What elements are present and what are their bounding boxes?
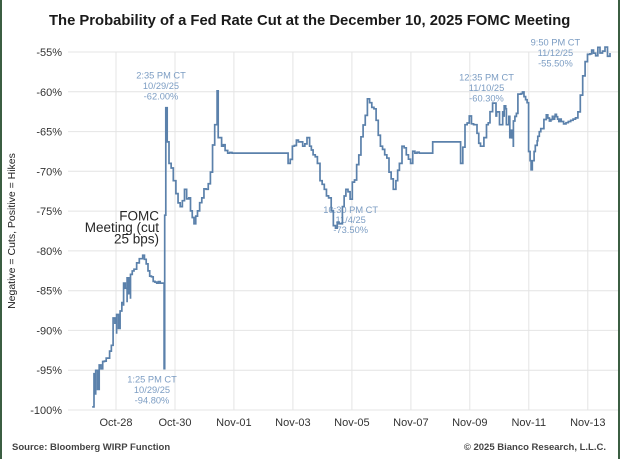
svg-text:11/10/25: 11/10/25 [469,83,505,93]
svg-text:Nov-09: Nov-09 [452,417,487,429]
svg-text:Oct-28: Oct-28 [99,417,132,429]
svg-text:Nov-05: Nov-05 [334,417,369,429]
svg-text:-95%: -95% [36,365,62,377]
svg-text:-90%: -90% [36,325,62,337]
svg-text:-60.30%: -60.30% [469,94,504,104]
svg-text:2:35 PM CT: 2:35 PM CT [136,71,186,81]
svg-text:25 bps): 25 bps) [114,232,159,247]
svg-text:11/12/25: 11/12/25 [538,48,574,58]
svg-text:Nov-01: Nov-01 [216,417,251,429]
svg-text:-55%: -55% [36,47,62,59]
svg-text:12:35 PM CT: 12:35 PM CT [459,73,514,83]
svg-text:-75%: -75% [36,206,62,218]
svg-text:-85%: -85% [36,286,62,298]
svg-text:-100%: -100% [30,405,62,417]
svg-text:-60%: -60% [36,87,62,99]
svg-text:9:50 PM CT: 9:50 PM CT [531,38,581,48]
svg-text:-73.50%: -73.50% [333,225,368,235]
svg-text:10/29/25: 10/29/25 [134,385,170,395]
svg-text:-94.80%: -94.80% [135,396,170,406]
svg-text:10/29/25: 10/29/25 [143,81,179,91]
svg-text:Nov-07: Nov-07 [393,417,428,429]
svg-text:Nov-03: Nov-03 [275,417,310,429]
svg-text:-70%: -70% [36,166,62,178]
svg-text:1:25 PM CT: 1:25 PM CT [127,375,177,385]
svg-text:Nov-11: Nov-11 [511,417,546,429]
svg-text:Oct-30: Oct-30 [158,417,191,429]
svg-text:-62.00%: -62.00% [144,92,179,102]
svg-text:-65%: -65% [36,127,62,139]
svg-text:-55.50%: -55.50% [538,59,573,69]
svg-text:-80%: -80% [36,246,62,258]
svg-text:Nov-13: Nov-13 [570,417,605,429]
